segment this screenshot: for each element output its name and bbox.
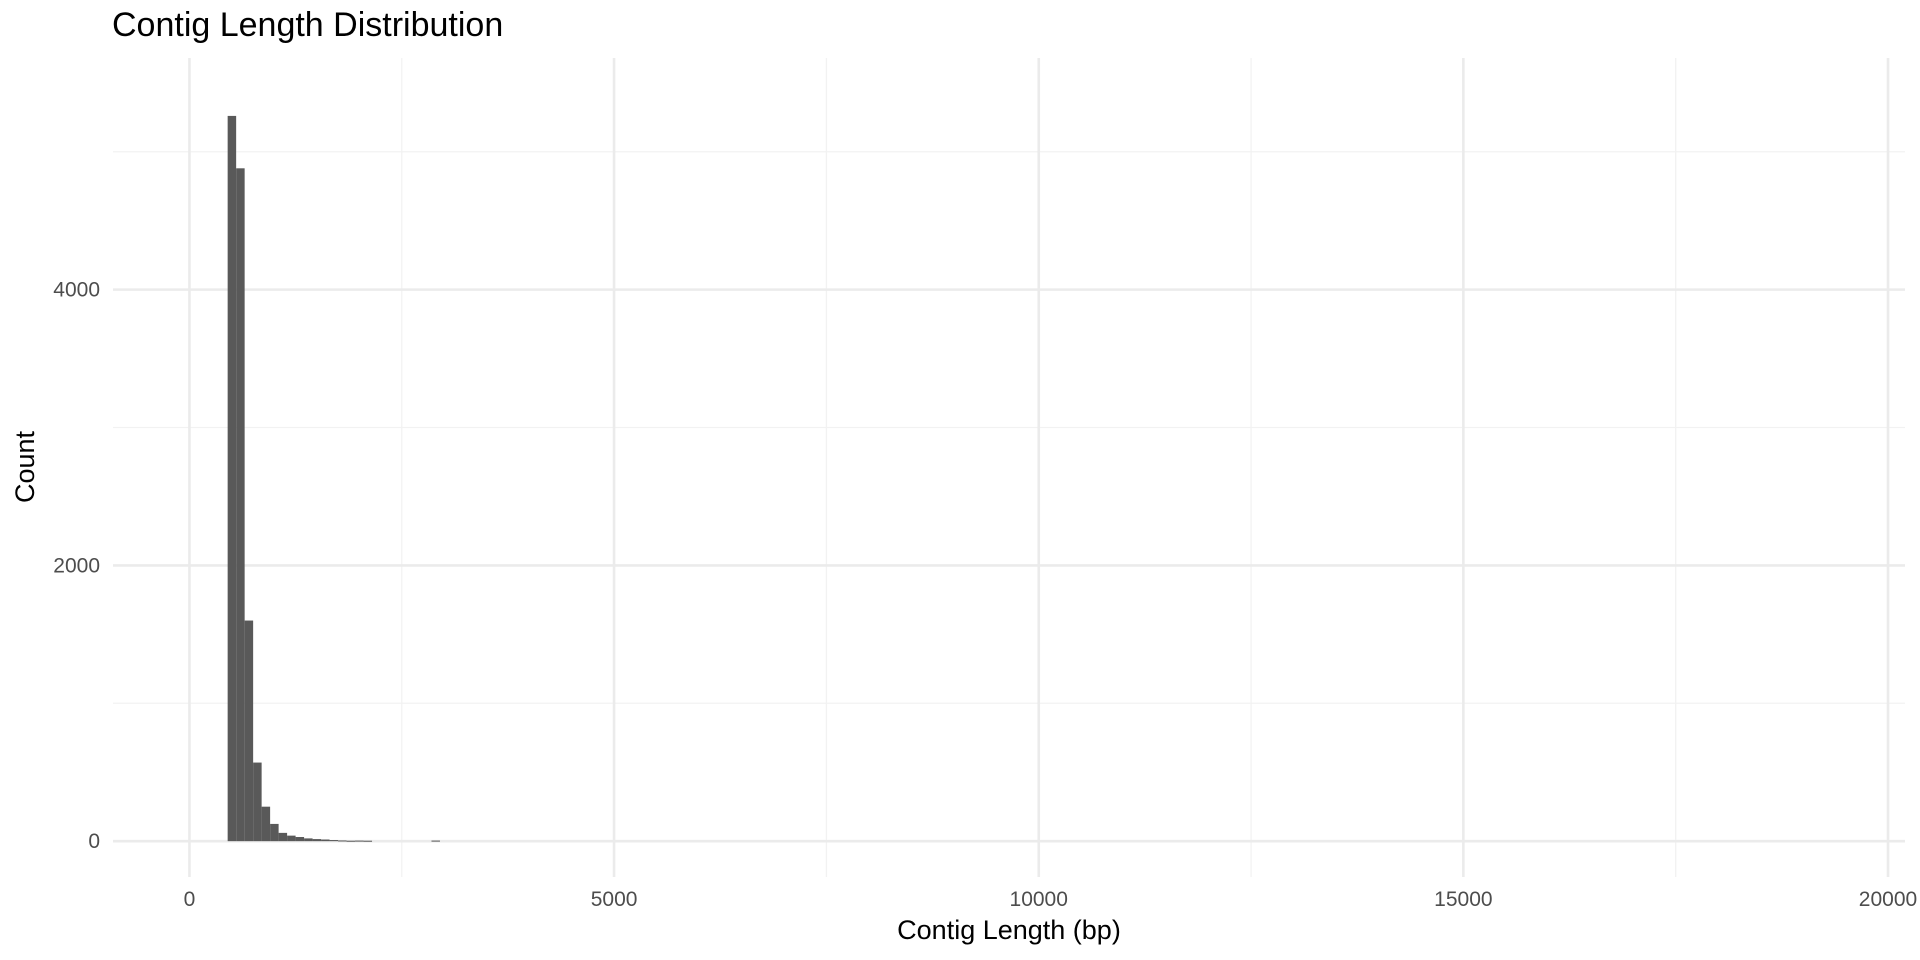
histogram-bar [227, 115, 237, 842]
y-tick-label: 0 [88, 830, 100, 853]
tick-labels: 0 5000 10000 15000 20000 0 2000 4000 [53, 279, 1917, 911]
chart-title: Contig Length Distribution [112, 6, 504, 44]
histogram-bar [329, 840, 339, 842]
histogram-bar [321, 839, 330, 842]
histogram-bar [304, 838, 313, 842]
x-tick-label: 10000 [1010, 888, 1068, 911]
histogram-bars [227, 115, 440, 842]
x-tick-label: 5000 [591, 888, 638, 911]
histogram-bar [346, 840, 356, 842]
histogram-bar [253, 762, 262, 842]
histogram-bar [363, 840, 373, 842]
grid-layer [113, 58, 1905, 877]
x-tick-label: 20000 [1859, 888, 1917, 911]
histogram-bar [338, 840, 347, 842]
x-tick-label: 0 [184, 888, 196, 911]
y-axis-title: Count [10, 430, 40, 503]
histogram-bar [431, 840, 440, 842]
histogram-bar [236, 168, 245, 842]
x-axis-title: Contig Length (bp) [897, 915, 1121, 945]
x-tick-label: 15000 [1434, 888, 1492, 911]
histogram-bar [261, 806, 271, 842]
histogram-bar [287, 835, 296, 842]
histogram-bar [270, 823, 279, 842]
histogram-bar [244, 620, 254, 842]
histogram-bar [278, 832, 288, 842]
y-tick-label: 4000 [53, 279, 100, 302]
histogram-bar [312, 839, 322, 842]
histogram-bar [355, 840, 364, 842]
y-tick-label: 2000 [53, 554, 100, 577]
histogram-bar [295, 837, 305, 842]
